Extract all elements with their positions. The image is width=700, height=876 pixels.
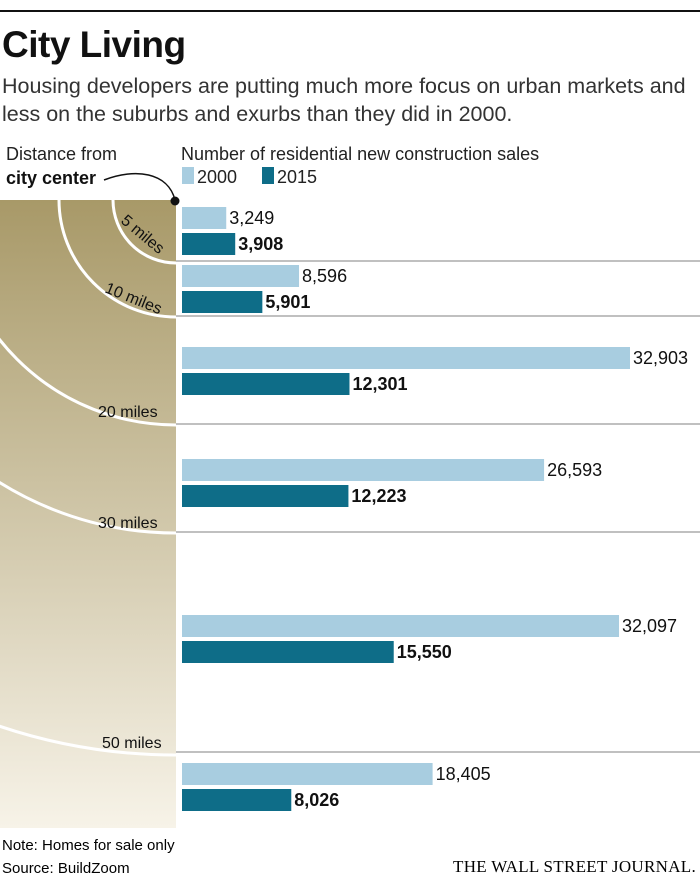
chart-data-title: Number of residential new construction s… [181, 144, 539, 164]
bar-label-2000-0: 3,249 [229, 208, 274, 228]
bar-label-2015-1: 5,901 [265, 292, 310, 312]
bar-2015-4 [182, 641, 394, 663]
distance-panel [0, 200, 176, 828]
bar-label-2000-1: 8,596 [302, 266, 347, 286]
bar-2015-2 [182, 373, 350, 395]
bar-label-2000-2: 32,903 [633, 348, 688, 368]
bar-label-2015-0: 3,908 [238, 234, 283, 254]
publisher-logo: THE WALL STREET JOURNAL. [453, 857, 696, 876]
source-text: Source: BuildZoom [2, 860, 130, 876]
bar-label-2000-3: 26,593 [547, 460, 602, 480]
bars-group: 3,249 8,596 32,903 26,593 32,097 18,405 3,908 5… [182, 207, 688, 811]
bar-label-2015-5: 8,026 [294, 790, 339, 810]
distance-label-line1: Distance from [6, 144, 117, 164]
bar-2000-1 [182, 265, 300, 287]
bar-2000-4 [182, 615, 620, 637]
chart-subtitle: Housing developers are putting much more… [2, 74, 686, 126]
bar-label-2015-4: 15,550 [397, 642, 452, 662]
city-center-arrow [103, 172, 176, 201]
bar-2000-2 [182, 347, 630, 369]
chart-title: City Living [2, 24, 186, 65]
row-separators [176, 260, 700, 753]
legend-swatch-2000 [182, 167, 194, 184]
ring-label-30: 30 miles [98, 515, 158, 532]
bar-2015-5 [182, 789, 292, 811]
ring-label-50: 50 miles [102, 735, 162, 752]
ring-label-20: 20 miles [98, 404, 158, 421]
bar-2015-3 [182, 485, 349, 507]
legend-label-2015: 2015 [277, 167, 317, 187]
bar-2000-3 [182, 459, 545, 481]
legend-swatch-2015 [262, 167, 274, 184]
bar-2000-5 [182, 763, 433, 785]
bar-2000-0 [182, 207, 227, 229]
top-rule [0, 10, 700, 12]
bar-label-2015-3: 12,223 [351, 486, 406, 506]
note-text: Note: Homes for sale only [2, 837, 175, 854]
bar-label-2000-4: 32,097 [622, 616, 677, 636]
legend-label-2000: 2000 [197, 167, 237, 187]
city-center-dot [170, 196, 180, 206]
bar-label-2000-5: 18,405 [436, 764, 491, 784]
bar-2015-0 [182, 233, 236, 255]
bar-2015-1 [182, 291, 263, 313]
distance-label-line2: city center [6, 168, 96, 188]
bar-label-2015-2: 12,301 [352, 374, 407, 394]
